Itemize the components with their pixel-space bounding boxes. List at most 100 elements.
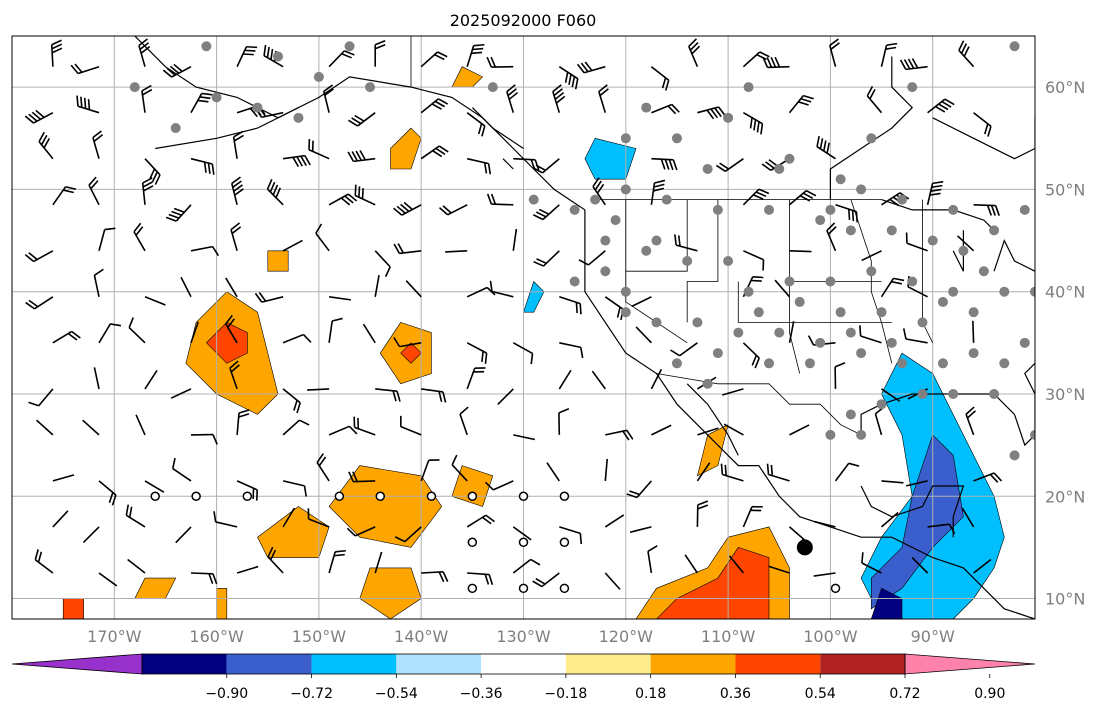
wind-barb [532,204,560,221]
wind-barb [190,157,215,175]
wind-barb [353,416,376,436]
wind-barb [282,333,312,344]
station-dot [620,133,631,144]
station-dot [671,358,682,369]
wind-barb [788,94,814,114]
colorbar-tick-label: −0.54 [375,686,418,702]
wind-barb [813,572,836,577]
wind-barb [52,474,75,482]
station-dot [610,215,621,226]
wind-barb [420,98,449,114]
station-open-dot [467,583,478,594]
wind-barb [52,185,77,206]
coastline [471,107,524,149]
colorbar-segment [311,654,397,674]
border-line [686,199,719,323]
station-dot [825,429,836,440]
station-open-dot [518,537,529,548]
station-dot [815,337,826,348]
station-dot [764,358,775,369]
wind-barb [230,222,242,252]
shaded-region [696,424,729,477]
wind-barb [225,314,238,344]
station-dot [201,41,212,52]
wind-barb [743,112,764,135]
station-dot [1009,450,1020,461]
wind-barb [880,511,899,528]
colorbar-extend-low [11,653,143,675]
wind-barb [512,342,534,365]
wind-barb [362,323,376,344]
wind-barb [125,504,146,528]
wind-barb [190,321,199,344]
station-dot [856,184,867,195]
wind-barb [788,321,795,343]
colorbar-segment [735,654,821,674]
wind-barb [400,415,422,436]
stations [129,41,1035,594]
wind-barb [743,250,765,271]
wind-barb [961,507,975,528]
wind-barb [774,279,791,298]
wind-barb [141,84,153,113]
wind-barb [973,558,992,574]
wind-barb [76,95,100,114]
wind-barb [328,549,346,574]
wind-barb [93,268,104,297]
station-dot [999,286,1010,297]
station-dot [651,235,662,246]
wind-barb [175,526,192,544]
wind-barb [880,277,905,298]
station-dot [569,276,580,287]
lat-label: 50°N [1045,180,1085,199]
wind-barb [715,158,744,172]
wind-barb [598,84,609,113]
wind-barb [859,325,882,344]
station-dot [702,378,713,389]
station-open-dot [467,537,478,548]
station-dot [886,337,897,348]
wind-barb [533,250,560,267]
wind-barb [466,43,485,67]
station-dot [866,266,877,277]
map-title: 2025092000 F060 [450,11,597,30]
wind-barb [697,427,719,436]
wind-barb [190,572,218,585]
wind-barb [374,39,386,67]
wind-barb [902,328,928,344]
wind-barb [236,409,250,435]
wind-barb [788,189,817,206]
colorbar-segment [142,654,227,674]
wind-barb [506,84,519,113]
wind-barbs [24,38,1003,590]
coastline [155,107,299,150]
wind-barb [629,526,652,533]
colorbar-tick-label: −0.36 [460,686,503,702]
station-dot [886,225,897,236]
wind-barb [144,158,161,185]
wind-barb [742,51,770,68]
wind-barb [592,177,606,206]
wind-barb [881,480,904,484]
lat-label: 40°N [1045,283,1085,302]
shaded-region [216,587,228,619]
wind-barb [605,429,634,441]
wind-barb [375,388,401,402]
station-dot [682,256,693,267]
station-dot [252,102,263,113]
wind-barb [466,286,496,298]
station-dot [907,82,918,93]
wind-barb [559,526,583,545]
station-dot [600,235,611,246]
wind-barb [813,520,836,528]
lon-label: 120°W [599,627,654,646]
wind-barb [374,250,391,277]
station-dot [927,235,938,246]
wind-barb [162,63,192,78]
station-dot [620,184,631,195]
wind-barb [328,193,358,206]
wind-barb [696,500,709,527]
wind-barb [98,323,122,344]
wind-barb [170,388,192,399]
wind-barb [282,239,303,252]
